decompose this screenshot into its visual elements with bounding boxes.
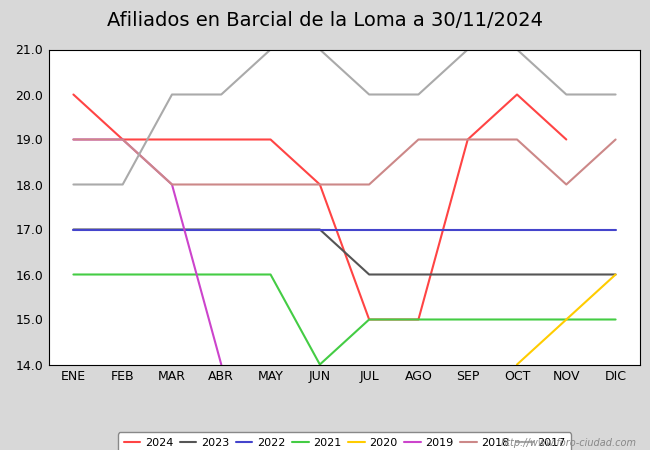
2018 — [217, 182, 225, 187]
2023 — [316, 227, 324, 232]
2022 — [513, 227, 521, 232]
2019 — [119, 137, 127, 142]
2017 — [217, 92, 225, 97]
2022 — [217, 227, 225, 232]
2022 — [415, 227, 422, 232]
2024 — [168, 137, 176, 142]
2018 — [562, 182, 570, 187]
2019 — [70, 137, 77, 142]
Line: 2017: 2017 — [73, 50, 616, 184]
2019 — [168, 182, 176, 187]
2021 — [168, 272, 176, 277]
2018 — [119, 137, 127, 142]
2022 — [168, 227, 176, 232]
2018 — [464, 137, 472, 142]
2017 — [316, 47, 324, 52]
2018 — [612, 137, 619, 142]
2021 — [513, 317, 521, 322]
2024 — [365, 317, 373, 322]
2021 — [415, 317, 422, 322]
2023 — [415, 272, 422, 277]
Text: http://www.foro-ciudad.com: http://www.foro-ciudad.com — [501, 438, 637, 448]
2017 — [513, 47, 521, 52]
Line: 2023: 2023 — [73, 230, 616, 274]
2022 — [266, 227, 274, 232]
2021 — [365, 317, 373, 322]
Legend: 2024, 2023, 2022, 2021, 2020, 2019, 2018, 2017: 2024, 2023, 2022, 2021, 2020, 2019, 2018… — [118, 432, 571, 450]
Line: 2024: 2024 — [73, 94, 566, 320]
2021 — [612, 317, 619, 322]
2017 — [119, 182, 127, 187]
2024 — [266, 137, 274, 142]
2021 — [70, 272, 77, 277]
2023 — [464, 272, 472, 277]
Text: Afiliados en Barcial de la Loma a 30/11/2024: Afiliados en Barcial de la Loma a 30/11/… — [107, 11, 543, 30]
2018 — [415, 137, 422, 142]
2023 — [513, 272, 521, 277]
2018 — [266, 182, 274, 187]
2024 — [70, 92, 77, 97]
2017 — [562, 92, 570, 97]
2024 — [562, 137, 570, 142]
2024 — [464, 137, 472, 142]
2018 — [316, 182, 324, 187]
2024 — [119, 137, 127, 142]
2018 — [168, 182, 176, 187]
2021 — [316, 362, 324, 367]
2024 — [316, 182, 324, 187]
Line: 2020: 2020 — [517, 274, 616, 364]
2017 — [70, 182, 77, 187]
2023 — [119, 227, 127, 232]
2018 — [365, 182, 373, 187]
2020 — [612, 272, 619, 277]
2017 — [168, 92, 176, 97]
2022 — [70, 227, 77, 232]
Line: 2018: 2018 — [73, 140, 616, 184]
2021 — [266, 272, 274, 277]
2018 — [513, 137, 521, 142]
2024 — [415, 317, 422, 322]
2023 — [365, 272, 373, 277]
2022 — [119, 227, 127, 232]
2017 — [266, 47, 274, 52]
2024 — [217, 137, 225, 142]
2022 — [612, 227, 619, 232]
2020 — [562, 317, 570, 322]
2022 — [365, 227, 373, 232]
2021 — [562, 317, 570, 322]
2022 — [464, 227, 472, 232]
2019 — [217, 362, 225, 367]
2022 — [562, 227, 570, 232]
2021 — [217, 272, 225, 277]
2017 — [464, 47, 472, 52]
2017 — [612, 92, 619, 97]
2022 — [316, 227, 324, 232]
2020 — [513, 362, 521, 367]
2024 — [513, 92, 521, 97]
2021 — [119, 272, 127, 277]
2023 — [266, 227, 274, 232]
2023 — [562, 272, 570, 277]
2023 — [168, 227, 176, 232]
2023 — [70, 227, 77, 232]
2017 — [365, 92, 373, 97]
2017 — [415, 92, 422, 97]
2023 — [217, 227, 225, 232]
2023 — [612, 272, 619, 277]
Line: 2019: 2019 — [73, 140, 221, 364]
2021 — [464, 317, 472, 322]
Line: 2021: 2021 — [73, 274, 616, 364]
2018 — [70, 137, 77, 142]
